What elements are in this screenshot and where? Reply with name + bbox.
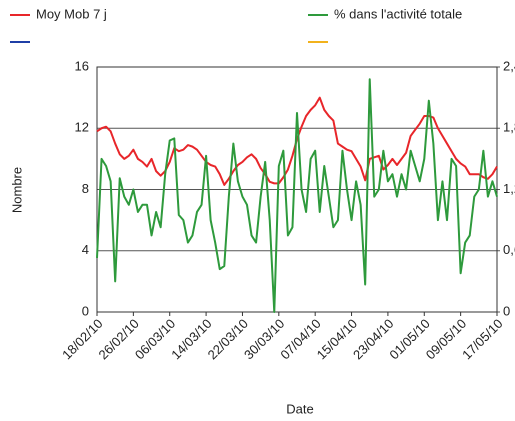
y-tick-label: 16 (75, 58, 89, 73)
x-axis-label: Date (286, 401, 313, 416)
legend-label: Moy Mob 7 j (36, 6, 107, 21)
y2-tick-label: 2,4 (503, 58, 515, 73)
y-tick-label: 0 (82, 303, 89, 318)
y2-tick-label: 0 (503, 303, 510, 318)
y2-tick-label: 0,6 (503, 242, 515, 257)
y-tick-label: 8 (82, 181, 89, 196)
plot-frame (96, 66, 498, 313)
y-tick-label: 4 (82, 242, 89, 257)
y-tick-label: 12 (75, 120, 89, 135)
x-tick-label: 17/05/10 (459, 316, 505, 362)
series-line (96, 96, 498, 186)
legend-label: % dans l'activité totale (334, 6, 462, 21)
y-axis-label: Nombre (9, 167, 24, 213)
y2-tick-label: 1,2 (503, 181, 515, 196)
y2-tick-label: 1,8 (503, 120, 515, 135)
series-line (96, 78, 498, 313)
